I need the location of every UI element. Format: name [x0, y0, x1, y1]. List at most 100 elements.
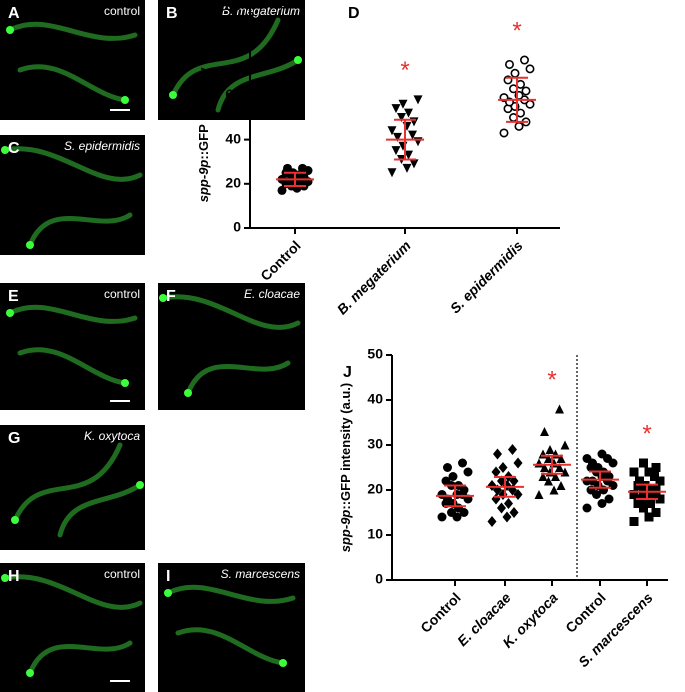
image-panel: I S. marcescens [158, 563, 305, 692]
point [597, 449, 607, 459]
point [514, 121, 524, 131]
point [463, 467, 473, 477]
point [509, 507, 519, 518]
point [402, 163, 412, 173]
point [525, 64, 535, 74]
point [437, 490, 447, 499]
point [504, 498, 513, 509]
point [651, 463, 661, 472]
point [499, 128, 509, 138]
point [582, 503, 592, 513]
point [458, 458, 467, 468]
panel-letter: G [8, 430, 20, 447]
point [540, 463, 549, 472]
y-tick-label: 50 [367, 346, 383, 362]
point [549, 485, 559, 495]
point [555, 463, 564, 472]
point [398, 99, 408, 109]
point [510, 68, 520, 78]
point [504, 59, 514, 69]
y-axis-label-italic: spp-9p [196, 160, 211, 203]
x-tick-label: Control [562, 589, 609, 636]
panel-letter: I [166, 568, 170, 585]
point [397, 113, 406, 122]
point [534, 458, 544, 468]
point [646, 499, 655, 508]
point [650, 472, 659, 481]
point [604, 494, 614, 504]
x-tick-label: S. epidermidis [447, 237, 526, 316]
point [545, 445, 555, 454]
y-axis-label-text: ::GFP intensity (a.u.) [196, 33, 211, 160]
point [448, 472, 458, 481]
point [597, 499, 607, 508]
point [283, 163, 292, 173]
point [560, 440, 570, 450]
point [540, 427, 549, 436]
panel-label: B. megaterium [222, 4, 300, 18]
point [391, 146, 401, 156]
panel-label: S. marcescens [221, 567, 300, 581]
panel-letter: J [343, 364, 352, 381]
point [447, 508, 456, 517]
point [556, 481, 566, 490]
point [498, 462, 508, 473]
point [629, 517, 639, 526]
y-axis-label-italic: spp-9p [338, 510, 353, 553]
point [277, 185, 287, 195]
panel-letter: E [8, 288, 19, 305]
point [582, 454, 592, 463]
significance: * [512, 17, 521, 44]
point [582, 476, 592, 486]
point [556, 454, 566, 463]
panel-letter: C [8, 140, 20, 157]
point [393, 132, 402, 142]
point [644, 512, 654, 522]
point [509, 475, 519, 487]
y-tick-label: 40 [367, 391, 383, 407]
panel-label: E. cloacae [244, 287, 300, 301]
point [413, 95, 423, 105]
point [519, 55, 529, 65]
point [639, 503, 648, 513]
panel-label: S. epidermidis [64, 139, 140, 153]
point [298, 163, 307, 173]
x-tick-label: B. megaterium [334, 237, 414, 317]
y-tick-label: 20 [367, 481, 383, 497]
y-tick-label: 0 [375, 571, 383, 587]
point [544, 454, 553, 463]
point [437, 512, 447, 522]
significance: * [547, 366, 556, 393]
point [493, 448, 502, 460]
point [441, 476, 451, 486]
point [502, 511, 512, 523]
panel-letter: H [8, 568, 20, 585]
point [651, 485, 661, 495]
point [387, 126, 397, 136]
y-tick-label: 40 [225, 130, 241, 146]
significance: * [642, 420, 651, 447]
point [513, 457, 523, 469]
x-tick-label: Control [257, 237, 304, 284]
y-tick-label: 10 [367, 526, 383, 542]
y-tick-label: 80 [225, 42, 241, 58]
y-axis-label: spp-9p::GFP intensity (a.u.) [338, 383, 353, 553]
point [409, 159, 419, 169]
point [387, 168, 397, 178]
panel-letter: B [166, 5, 178, 22]
point [655, 494, 665, 504]
y-tick-label: 20 [225, 175, 241, 191]
panel-label: control [104, 287, 140, 301]
point [404, 150, 413, 160]
significance: * [400, 57, 409, 84]
point [443, 463, 452, 472]
y-tick-label: 30 [367, 436, 383, 452]
point [544, 476, 553, 486]
y-tick-label: 100 [218, 0, 242, 14]
point [487, 480, 497, 491]
point [402, 121, 412, 131]
y-axis-label-text: ::GFP intensity (a.u.) [338, 383, 353, 510]
y-tick-label: 60 [225, 86, 241, 102]
